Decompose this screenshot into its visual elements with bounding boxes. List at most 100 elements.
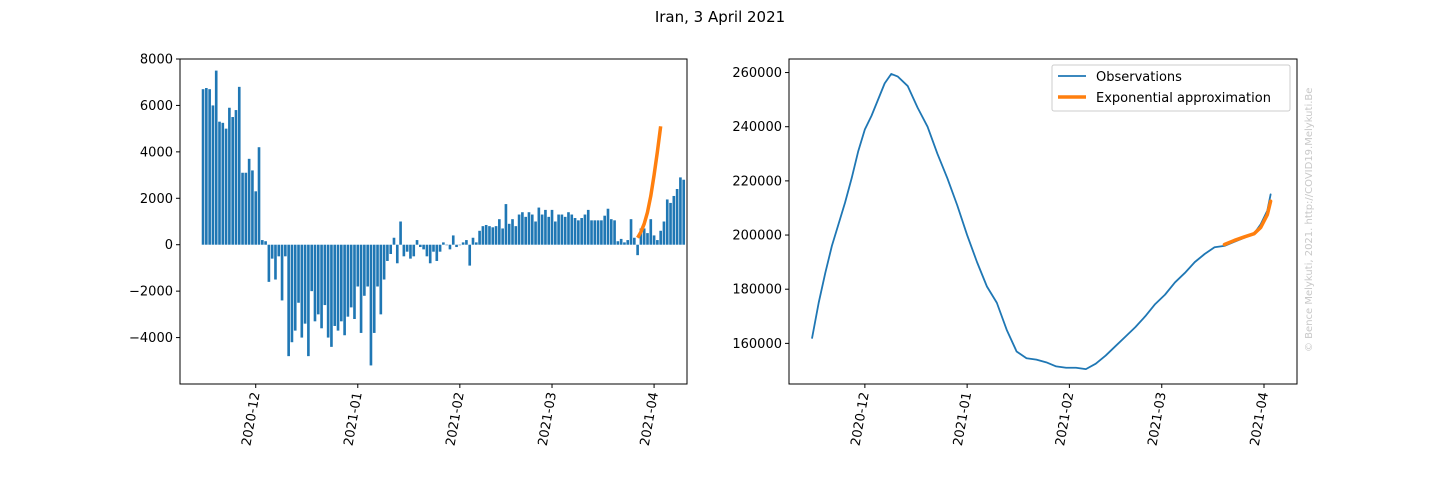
daily-bar — [580, 218, 583, 245]
daily-bar — [260, 240, 264, 245]
daily-bar — [567, 212, 570, 245]
daily-bar — [521, 212, 524, 245]
daily-bar — [218, 121, 221, 245]
daily-bar — [642, 228, 646, 245]
right-y-tick-label: 220000 — [732, 174, 782, 189]
daily-bar — [679, 177, 682, 245]
daily-bar — [583, 214, 587, 245]
daily-bar — [353, 244, 356, 319]
daily-bar — [623, 242, 626, 245]
daily-bar — [307, 244, 310, 357]
right-y-tick-label: 200000 — [732, 229, 782, 244]
daily-bar — [366, 244, 369, 287]
left-y-tick-label: 4000 — [140, 145, 173, 160]
right-y-tick-label: 160000 — [732, 337, 782, 352]
daily-bar — [221, 122, 225, 245]
daily-bar — [372, 244, 376, 333]
daily-bar — [629, 219, 633, 245]
daily-bar — [498, 219, 501, 245]
legend-frame — [1051, 64, 1291, 112]
daily-bar — [445, 244, 448, 246]
daily-bar — [349, 244, 353, 308]
daily-bar — [356, 244, 360, 287]
daily-bar — [577, 220, 580, 245]
daily-bar — [468, 244, 472, 266]
daily-bar — [675, 189, 679, 245]
daily-bar — [379, 244, 383, 315]
figure-title: Iran, 3 April 2021 — [655, 8, 785, 26]
daily-bar — [211, 105, 215, 245]
daily-bar — [419, 244, 422, 248]
daily-bar — [257, 147, 261, 245]
daily-bar — [251, 170, 254, 245]
right-axes-frame — [788, 58, 1298, 385]
daily-bar — [359, 244, 363, 333]
daily-bar — [639, 228, 643, 245]
daily-bar — [287, 244, 290, 357]
daily-bar — [465, 240, 468, 245]
daily-bar — [586, 209, 590, 245]
daily-bar — [652, 235, 656, 245]
right-y-tick-label: 180000 — [732, 283, 782, 298]
daily-bar — [428, 244, 432, 264]
daily-bar — [451, 235, 455, 245]
daily-bar — [409, 244, 412, 259]
left-y-tick-label: 2000 — [140, 192, 173, 207]
daily-bar — [402, 244, 406, 257]
daily-bar — [471, 237, 475, 245]
daily-bar — [455, 244, 458, 248]
daily-bar — [669, 202, 672, 245]
daily-bar — [201, 89, 205, 245]
daily-bar — [616, 241, 620, 245]
daily-bar — [231, 117, 234, 245]
daily-bar — [593, 220, 597, 245]
daily-bar — [237, 86, 241, 245]
daily-bar — [267, 244, 271, 282]
daily-bar — [432, 244, 435, 252]
daily-bar — [284, 244, 287, 257]
daily-bar — [270, 244, 274, 259]
daily-bar — [527, 212, 531, 245]
daily-bar — [422, 244, 425, 250]
daily-bar — [320, 244, 323, 329]
daily-bar — [415, 240, 419, 245]
daily-bar — [442, 242, 445, 245]
daily-bar — [205, 88, 208, 245]
daily-bar — [392, 237, 396, 245]
daily-bar — [514, 226, 518, 245]
daily-bar — [603, 215, 607, 245]
daily-bar — [382, 244, 386, 280]
daily-bar — [633, 237, 636, 245]
daily-bar — [537, 207, 541, 245]
daily-bar — [507, 223, 511, 245]
daily-bar — [534, 221, 537, 245]
daily-bar — [310, 244, 314, 292]
daily-bar — [481, 226, 485, 245]
daily-bar — [435, 244, 439, 261]
daily-bar — [340, 244, 343, 322]
left-y-tick-label: −4000 — [129, 331, 173, 346]
daily-bar — [646, 233, 649, 245]
daily-bar — [553, 221, 557, 245]
daily-bar — [501, 228, 504, 245]
daily-bar — [346, 244, 350, 317]
daily-bar — [613, 220, 616, 245]
right-y-tick-label: 260000 — [732, 66, 782, 81]
daily-bar — [247, 158, 251, 245]
daily-bar — [290, 244, 294, 343]
daily-bar — [343, 244, 346, 336]
daily-bar — [336, 244, 340, 331]
daily-bar — [488, 226, 491, 245]
daily-bar — [557, 214, 560, 245]
daily-bar — [323, 244, 327, 306]
daily-bar — [333, 244, 337, 326]
daily-bar — [254, 191, 258, 245]
daily-bar — [600, 220, 603, 245]
daily-bar — [389, 244, 393, 254]
daily-bar — [544, 209, 547, 245]
left-y-tick-label: 6000 — [140, 99, 173, 114]
daily-bar — [491, 227, 495, 245]
daily-bar — [590, 220, 593, 245]
daily-bar — [303, 244, 307, 324]
